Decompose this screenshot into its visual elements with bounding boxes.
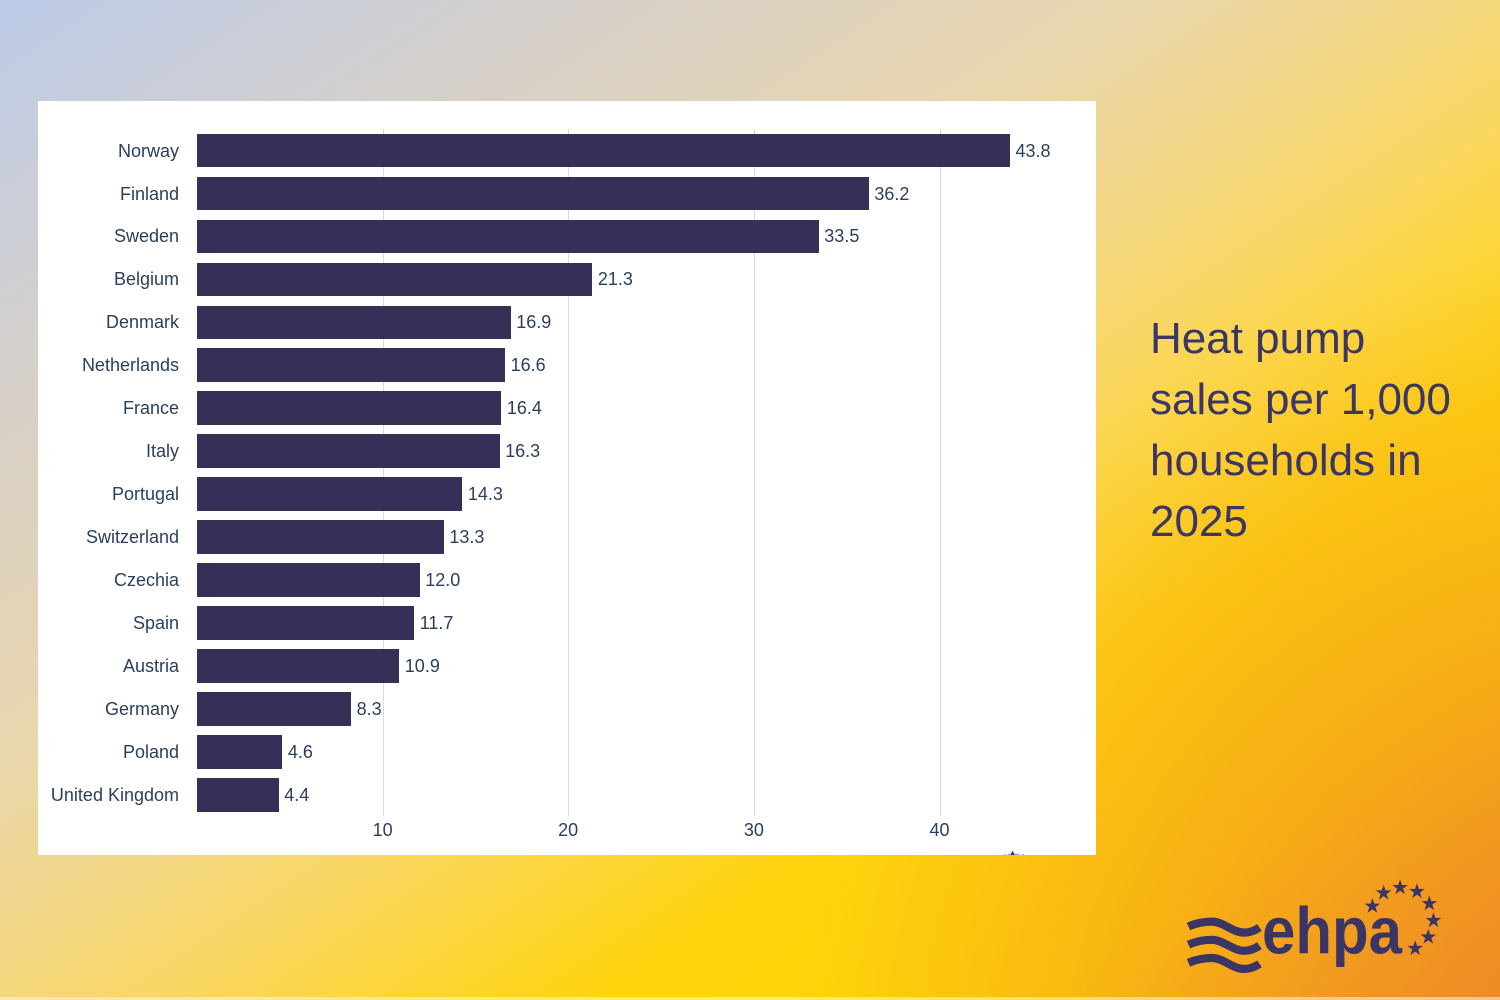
svg-text:ehpa: ehpa <box>1262 894 1403 968</box>
